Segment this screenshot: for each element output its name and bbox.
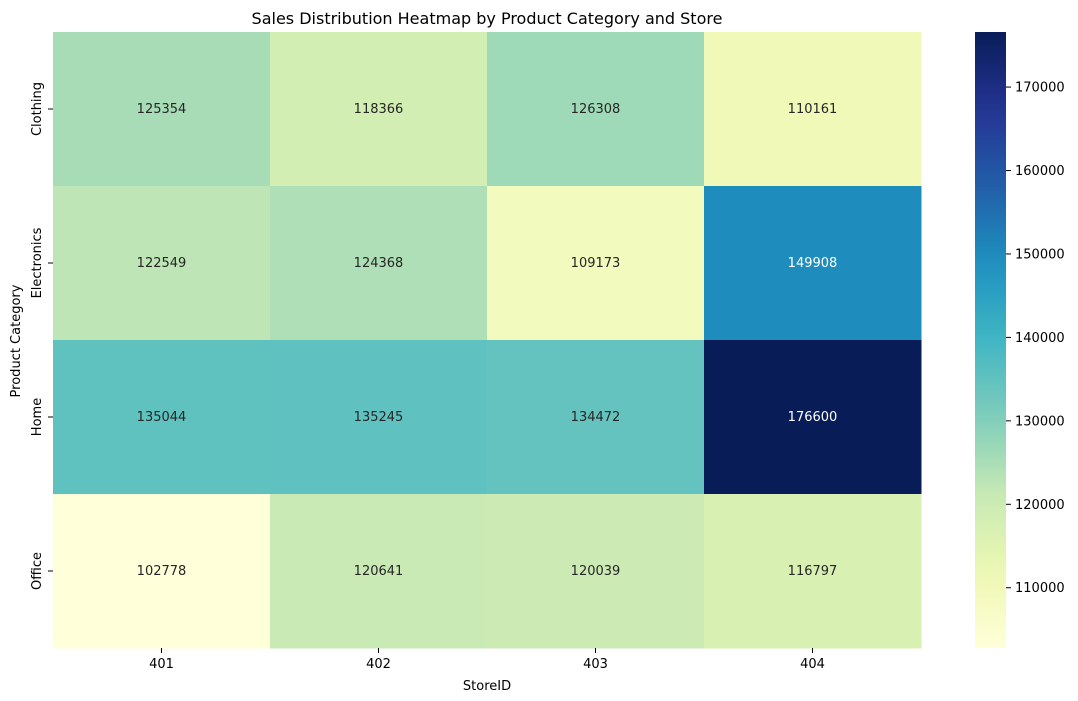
colorbar-tick-label: 160000 — [1015, 164, 1065, 179]
heatmap-cell — [53, 494, 271, 649]
cell-value-label: 102778 — [137, 564, 187, 579]
y-tick-label: Office — [30, 552, 45, 590]
colorbar-tick-label: 110000 — [1015, 581, 1065, 596]
heatmap-cell — [270, 494, 488, 649]
heatmap-cell — [487, 340, 705, 495]
y-tick-label: Electronics — [30, 227, 45, 298]
x-axis: 401 402 403 404 — [149, 648, 825, 672]
x-tick-label: 401 — [149, 657, 174, 672]
heatmap-cell — [270, 186, 488, 341]
cell-value-label: 125354 — [137, 102, 187, 117]
colorbar-tick-label: 130000 — [1015, 414, 1065, 429]
y-axis: Clothing Electronics Home Office — [30, 82, 53, 590]
colorbar-tick-label: 150000 — [1015, 247, 1065, 262]
colorbar-tick-label: 170000 — [1015, 81, 1065, 96]
cell-value-label: 135044 — [137, 410, 187, 425]
x-tick-label: 404 — [800, 657, 825, 672]
heatmap-cell — [270, 340, 488, 495]
cell-value-label: 116797 — [788, 564, 838, 579]
cell-value-label: 124368 — [354, 256, 404, 271]
cell-value-label: 126308 — [571, 102, 621, 117]
cell-value-label: 109173 — [571, 256, 621, 271]
cell-value-label: 118366 — [354, 102, 404, 117]
heatmap-cell — [487, 32, 705, 187]
y-tick-label: Home — [30, 398, 45, 436]
heatmap-cell — [487, 494, 705, 649]
heatmap-cell — [270, 32, 488, 187]
x-axis-label: StoreID — [463, 679, 511, 694]
colorbar-tick-label: 140000 — [1015, 331, 1065, 346]
y-axis-label: Product Category — [9, 284, 24, 397]
cell-value-label: 122549 — [137, 256, 187, 271]
chart-title: Sales Distribution Heatmap by Product Ca… — [252, 9, 723, 28]
heatmap-cell — [704, 32, 922, 187]
colorbar: 110000 120000 130000 140000 150000 160000 1700… — [975, 32, 1065, 648]
cell-value-label: 135245 — [354, 410, 404, 425]
heatmap-cell — [704, 340, 922, 495]
heatmap-cell — [53, 340, 271, 495]
heatmap-cell — [704, 186, 922, 341]
x-tick-label: 402 — [366, 657, 391, 672]
heatmap-cells: 125354 118366 126308 110161 122549 124368 1091… — [53, 32, 922, 649]
colorbar-tick-label: 120000 — [1015, 498, 1065, 513]
cell-value-label: 120641 — [354, 564, 404, 579]
heatmap-cell — [704, 494, 922, 649]
cell-value-label: 120039 — [571, 564, 621, 579]
heatmap-cell — [53, 32, 271, 187]
cell-value-label: 134472 — [571, 410, 621, 425]
x-tick-label: 403 — [583, 657, 608, 672]
cell-value-label: 149908 — [788, 256, 838, 271]
cell-value-label: 110161 — [788, 102, 838, 117]
cell-value-label: 176600 — [788, 410, 838, 425]
heatmap-cell — [53, 186, 271, 341]
y-tick-label: Clothing — [30, 82, 45, 136]
heatmap-cell — [487, 186, 705, 341]
colorbar-gradient — [975, 32, 1006, 648]
